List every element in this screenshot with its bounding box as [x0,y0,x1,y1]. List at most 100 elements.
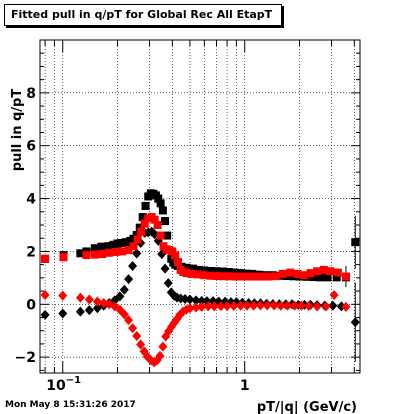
data-point-square [313,267,322,276]
data-point-square [293,269,302,278]
data-point-square [182,269,191,278]
data-point-diamond [229,300,239,311]
data-point-square [154,194,163,203]
data-point-diamond [328,300,338,311]
data-point-square [306,269,315,278]
data-point-diamond [158,341,168,352]
data-point-square [219,267,228,276]
data-point-square [258,272,267,281]
data-point-diamond [92,296,102,307]
data-point-diamond [84,305,94,316]
data-point-diamond [283,300,293,311]
data-point-diamond [209,301,219,312]
data-point-square [174,258,183,266]
data-point-square [182,263,191,272]
data-point-square [251,272,260,281]
data-point-diamond [276,300,286,311]
data-point-square [158,206,167,215]
data-point-square [300,271,309,280]
data-point-diamond [124,274,134,285]
data-point-square [212,267,221,276]
data-point-square [156,199,165,208]
data-point-square [133,235,142,244]
data-point-square [341,272,350,281]
data-point-square [163,231,172,240]
data-point-square [109,240,118,249]
series-0 [41,189,360,282]
y-tick-label: −2 [15,350,36,366]
x-axis-label: pT/|q| (GeV/c) [257,400,357,414]
series-layer [40,189,360,368]
data-point-square [171,251,180,260]
data-point-square [319,265,328,274]
data-point-diamond [155,350,165,361]
data-point-square [332,273,341,282]
data-point-square [187,269,196,278]
data-point-diamond [115,291,125,302]
data-point-diamond [191,302,201,313]
data-point-diamond [124,315,134,326]
data-point-square [82,251,91,260]
data-point-diamond [242,300,252,311]
data-point-square [161,217,170,226]
data-point-diamond [329,290,339,301]
data-point-diamond [249,300,259,311]
grid-layer [40,40,360,373]
data-point-diamond [312,301,322,312]
data-point-diamond [119,309,129,320]
data-point-square [156,231,165,240]
data-point-diamond [236,300,246,311]
data-point-square [124,246,133,255]
data-point-square [193,270,202,279]
data-point-diamond [197,295,207,306]
data-point-square [278,269,287,278]
data-point-square [316,273,325,282]
data-point-diamond [163,278,173,289]
data-point-square [264,272,273,281]
data-point-square [231,272,240,281]
data-point-square [90,244,99,253]
data-point-diamond [216,301,226,312]
data-point-square [153,221,162,229]
data-point-square [104,242,113,251]
data-point-diamond [185,294,195,305]
data-point-diamond [255,300,265,311]
data-point-diamond [350,317,360,328]
y-tick-label: 0 [26,297,36,313]
data-point-square [59,253,68,262]
data-point-square [351,238,360,247]
data-point-square [137,227,146,236]
data-point-square [237,272,246,281]
data-point-diamond [58,308,68,319]
data-point-diamond [160,263,170,274]
timestamp-footer: Mon May 8 15:31:26 2017 [5,400,136,410]
axis-layer: −2 0 2 4 6 8 10 −1 1 [15,39,361,394]
data-point-square [90,250,99,259]
data-point-diamond [40,309,50,320]
data-point-diamond [132,248,142,259]
data-point-square [140,219,149,228]
data-point-diamond [84,294,94,305]
data-point-square [194,265,203,274]
data-point-square [271,272,280,281]
data-point-square [129,242,138,251]
data-point-square [225,272,234,281]
data-point-diamond [191,295,201,306]
data-point-diamond [119,284,129,295]
y-tick-label: 2 [26,244,36,260]
data-point-diamond [58,290,68,301]
data-point-diamond [269,300,279,311]
data-point-square [286,268,295,277]
data-point-diamond [203,301,213,312]
data-point-square [200,271,209,280]
data-point-diamond [222,301,232,312]
data-point-square [138,213,147,222]
chart-title: Fitted pull in q/pT for Global Rec All E… [11,8,273,21]
data-point-diamond [128,260,138,271]
data-point-square [105,248,114,257]
data-point-diamond [185,303,195,314]
data-point-diamond [296,300,306,311]
y-tick-label: 6 [26,139,36,155]
